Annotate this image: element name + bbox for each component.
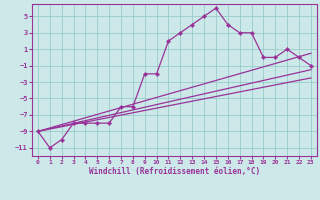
X-axis label: Windchill (Refroidissement éolien,°C): Windchill (Refroidissement éolien,°C): [89, 167, 260, 176]
